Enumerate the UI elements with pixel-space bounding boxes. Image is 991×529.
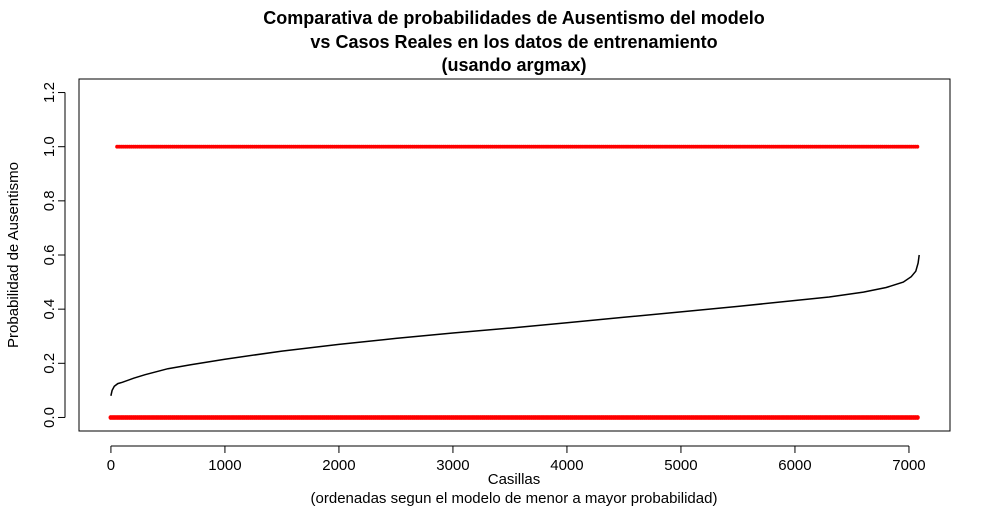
actual-cases-points	[108, 144, 920, 420]
y-tick-label: 0.0	[41, 407, 58, 428]
y-tick-label: 1.2	[41, 82, 58, 103]
probability-curve	[110, 254, 920, 396]
x-tick-label: 1000	[208, 457, 241, 474]
y-tick-label: 0.4	[41, 299, 58, 320]
y-tick-label: 0.8	[41, 190, 58, 211]
actual-case-point	[915, 415, 920, 420]
x-tick-label: 5000	[664, 457, 697, 474]
x-axis-label: Casillas	[488, 471, 541, 488]
model-probability-line	[110, 254, 920, 396]
y-tick-label: 0.6	[41, 245, 58, 266]
y-tick-label: 0.2	[41, 353, 58, 374]
x-tick-label: 7000	[892, 457, 925, 474]
x-tick-label: 2000	[322, 457, 355, 474]
actual-case-point	[915, 144, 920, 149]
x-axis-sublabel: (ordenadas segun el modelo de menor a ma…	[311, 490, 718, 507]
x-tick-label: 6000	[778, 457, 811, 474]
x-axis: 0 1000 2000 3000 4000 5000 6000 7000	[107, 445, 926, 474]
y-axis: 0.0 0.2 0.4 0.6 0.8 1.0 1.2	[41, 82, 66, 428]
chart-title-line-2: vs Casos Reales en los datos de entrenam…	[310, 32, 717, 52]
x-tick-label: 4000	[550, 457, 583, 474]
x-tick-label: 0	[107, 457, 115, 474]
y-tick-label: 1.0	[41, 136, 58, 157]
chart-title-line-1: Comparativa de probabilidades de Ausenti…	[263, 8, 764, 28]
y-axis-label: Probabilidad de Ausentismo	[5, 162, 22, 348]
chart-title-line-3: (usando argmax)	[441, 55, 586, 75]
x-tick-label: 3000	[436, 457, 469, 474]
plot-frame	[78, 78, 951, 432]
